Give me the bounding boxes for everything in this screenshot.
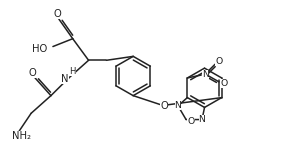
Text: O: O bbox=[187, 117, 195, 126]
Text: NH₂: NH₂ bbox=[12, 131, 31, 141]
Text: N: N bbox=[199, 115, 205, 124]
Text: O: O bbox=[160, 101, 168, 111]
Text: N: N bbox=[174, 101, 181, 110]
Text: O: O bbox=[28, 68, 36, 78]
Text: O: O bbox=[215, 57, 223, 66]
Text: N: N bbox=[61, 74, 69, 84]
Text: N: N bbox=[202, 69, 209, 79]
Text: H: H bbox=[69, 67, 76, 76]
Text: O: O bbox=[54, 9, 62, 19]
Text: HO: HO bbox=[32, 43, 47, 54]
Text: O: O bbox=[220, 79, 228, 88]
